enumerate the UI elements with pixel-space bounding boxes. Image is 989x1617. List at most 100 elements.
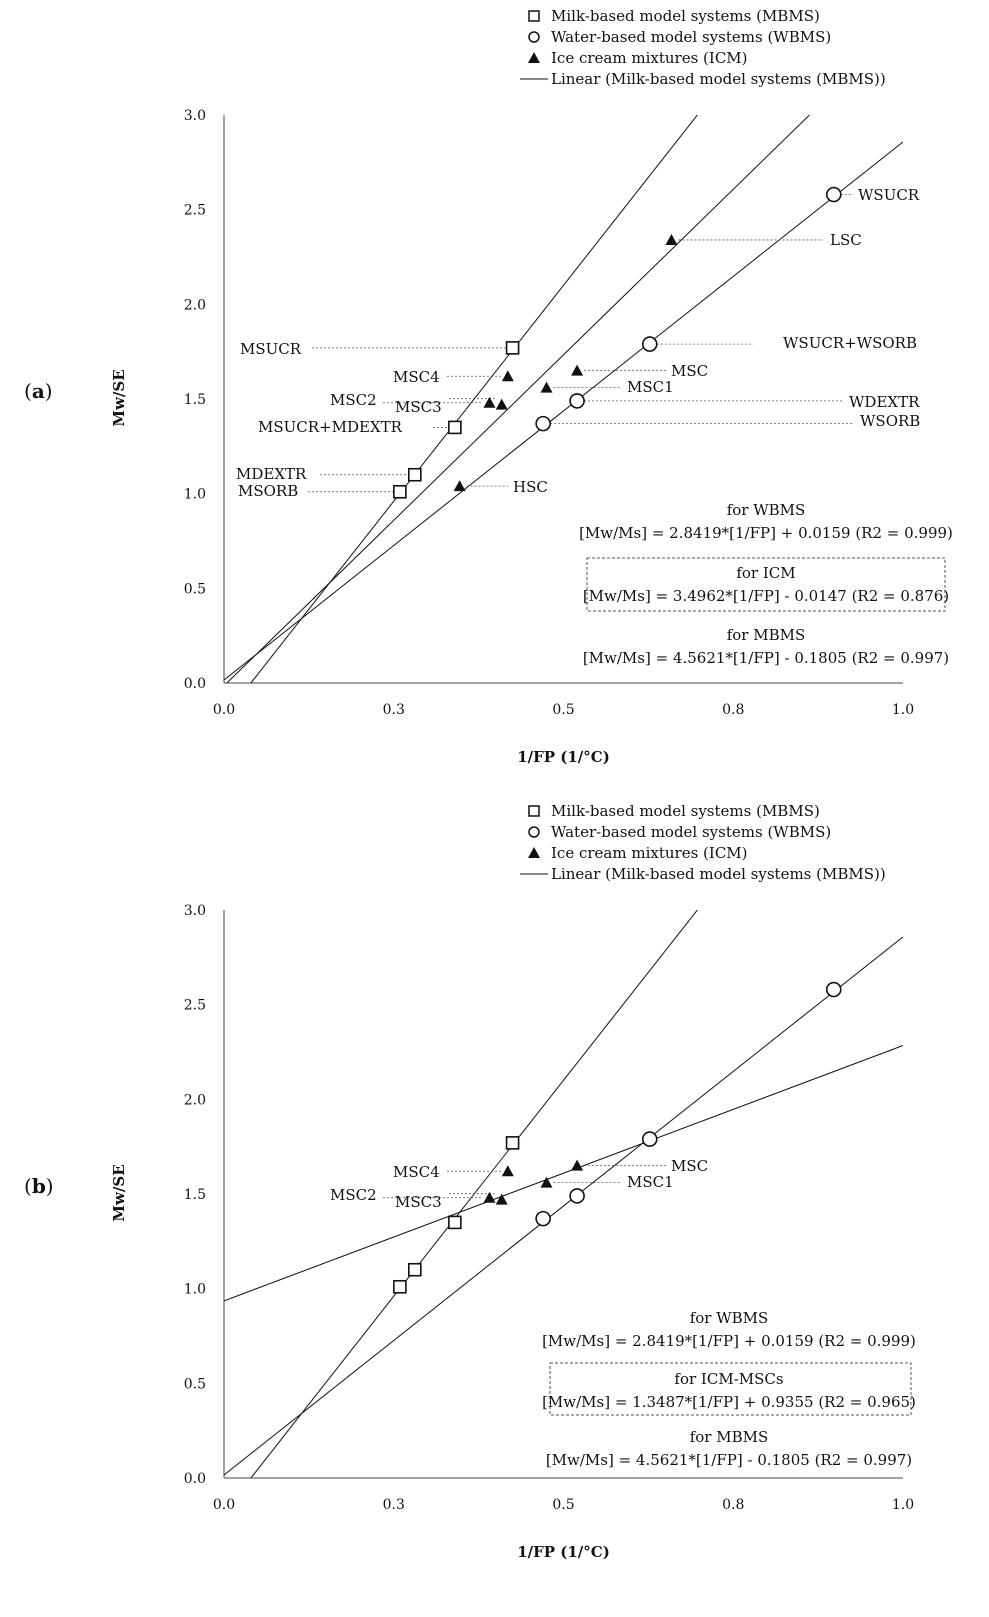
mbms-point [448, 420, 462, 435]
icm-point [495, 398, 508, 410]
y-tick-label: 1.0 [184, 1282, 206, 1298]
icm-point [665, 233, 678, 245]
trendline-mbms [250, 115, 699, 683]
point-label: MSC1 [627, 1173, 674, 1191]
mbms-point [505, 341, 520, 355]
legend-label: Linear (Milk-based model systems (MBMS)) [551, 70, 886, 88]
wbms-point [641, 1131, 658, 1147]
mbms-point [393, 1279, 407, 1294]
point-label: MSC [671, 1157, 708, 1175]
y-tick-label: 2.0 [184, 297, 206, 313]
x-axis-title: 1/FP (1/°C) [517, 748, 610, 766]
point-label: MSC2 [330, 1186, 377, 1204]
point-label: MSC1 [627, 378, 674, 396]
point-label: MDEXTR [236, 465, 307, 483]
legend-triangle-icon [528, 52, 540, 63]
equation-text: [Mw/Ms] = 2.8419*[1/FP] + 0.0159 (R2 = 0… [579, 524, 953, 542]
chart-panel-b: 0.0 0.5 1.0 1.5 2.0 2.5 3.0 0.0 0.3 0.5 0.8 1.0 1/FP… [24, 802, 916, 1561]
point-label: MSC2 [330, 391, 377, 409]
equation-title: for MBMS [690, 1428, 769, 1446]
icm-point [483, 396, 496, 408]
legend-square-icon [528, 805, 540, 817]
y-tick-label: 2.5 [184, 203, 206, 219]
point-label: MSC3 [395, 1193, 442, 1211]
y-tick-label: 0.0 [184, 1471, 206, 1487]
panel-label: (b) [24, 1174, 54, 1198]
equation-title: for WBMS [727, 501, 806, 519]
x-tick-label: 1.0 [892, 1497, 914, 1513]
trendline-icm-mscs [224, 1045, 903, 1302]
mbms-point [407, 467, 422, 482]
mbms-point [505, 1136, 520, 1150]
equation-text: [Mw/Ms] = 4.5621*[1/FP] - 0.1805 (R2 = 0… [546, 1451, 912, 1469]
equation-text: [Mw/Ms] = 2.8419*[1/FP] + 0.0159 (R2 = 0… [542, 1332, 916, 1350]
equation-text: [Mw/Ms] = 1.3487*[1/FP] + 0.9355 (R2 = 0… [542, 1393, 916, 1411]
legend-label: Linear (Milk-based model systems (MBMS)) [551, 865, 886, 883]
x-tick-label: 0.5 [552, 702, 574, 718]
x-axis-title: 1/FP (1/°C) [517, 1543, 610, 1561]
icm-point [483, 1191, 496, 1203]
x-tick-label: 0.8 [722, 1497, 744, 1513]
icm-point [571, 364, 584, 376]
point-label: MSUCR+MDEXTR [258, 418, 403, 436]
point-label: MSORB [238, 482, 298, 500]
y-axis-title: Mw/SE [110, 369, 128, 426]
y-tick-label: 0.5 [184, 1376, 206, 1392]
legend-label: Milk-based model systems (MBMS) [551, 802, 820, 820]
point-label: MSC4 [393, 1163, 440, 1181]
y-axis-title: Mw/SE [110, 1164, 128, 1221]
wbms-point [641, 336, 658, 352]
equation-box [549, 1362, 912, 1416]
x-tick-label: 0.8 [722, 702, 744, 718]
equation-title: for WBMS [690, 1309, 769, 1327]
point-label: MSC4 [393, 368, 440, 386]
legend-circle-icon [528, 31, 540, 43]
x-tick-label: 1.0 [892, 702, 914, 718]
equation-title: for ICM-MSCs [674, 1370, 783, 1388]
x-tick-label: 0.0 [213, 1497, 235, 1513]
point-label: MSUCR [240, 340, 302, 358]
icm-point [501, 1165, 514, 1177]
icm-point [540, 1176, 553, 1188]
trendline-icm [226, 115, 811, 683]
trendline-wbms [224, 141, 903, 681]
x-tick-label: 0.3 [383, 1497, 405, 1513]
point-label: WDEXTR [849, 393, 920, 411]
legend-circle-icon [528, 826, 540, 838]
wbms-point [569, 1188, 585, 1204]
y-tick-label: 0.5 [184, 581, 206, 597]
equation-text: [Mw/Ms] = 3.4962*[1/FP] - 0.0147 (R2 = 0… [583, 587, 949, 605]
legend-triangle-icon [528, 847, 540, 858]
trendline-mbms [250, 910, 699, 1478]
y-tick-label: 1.5 [184, 392, 206, 408]
icm-point [495, 1193, 508, 1205]
icm-point [453, 480, 466, 492]
point-label: LSC [830, 231, 862, 249]
y-tick-label: 1.0 [184, 487, 206, 503]
x-tick-label: 0.3 [383, 702, 405, 718]
wbms-point [825, 981, 842, 998]
equation-title: for MBMS [727, 626, 806, 644]
y-tick-label: 0.0 [184, 676, 206, 692]
y-tick-label: 1.5 [184, 1187, 206, 1203]
y-tick-label: 3.0 [184, 108, 206, 124]
equation-text: [Mw/Ms] = 4.5621*[1/FP] - 0.1805 (R2 = 0… [583, 649, 949, 667]
point-label: WSORB [860, 412, 920, 430]
icm-point [501, 370, 514, 382]
legend-label: Ice cream mixtures (ICM) [551, 844, 748, 862]
mbms-point [393, 484, 407, 499]
wbms-point [535, 415, 551, 432]
mbms-point [407, 1262, 422, 1277]
x-tick-label: 0.0 [213, 702, 235, 718]
mbms-point [448, 1215, 462, 1230]
legend-label: Ice cream mixtures (ICM) [551, 49, 748, 67]
panel-label: (a) [24, 379, 53, 403]
point-label: MSC [671, 362, 708, 380]
y-tick-label: 2.5 [184, 998, 206, 1014]
icm-point [571, 1159, 584, 1171]
legend-square-icon [528, 10, 540, 22]
trendline-wbms [224, 936, 903, 1476]
point-label: WSUCR [858, 186, 920, 204]
legend-label: Water-based model systems (WBMS) [551, 823, 831, 841]
